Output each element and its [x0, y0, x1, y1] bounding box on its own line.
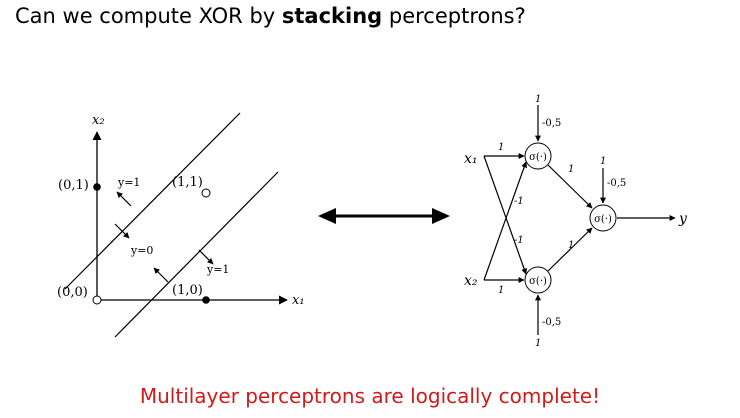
slide-title: Can we compute XOR by stacking perceptro…: [15, 4, 526, 28]
edge-x1-bottom: [483, 155, 528, 275]
label-1-1: (1,1): [172, 175, 203, 190]
title-prefix: Can we compute XOR by: [15, 4, 282, 28]
edge-bottom-output: [547, 227, 593, 272]
label-1-0: (1,0): [172, 283, 203, 298]
weight-top-output: 1: [568, 164, 574, 175]
input-x2-label: x₂: [464, 273, 478, 289]
bias-weight-top: -0,5: [542, 118, 561, 129]
y-axis-label: x₂: [92, 113, 105, 128]
perceptron-network: x₁ x₂ 1 -1 -1 1 σ(·) 1 -0,5 σ(·) -0,5 1 …: [464, 94, 688, 349]
title-bold: stacking: [281, 4, 383, 28]
bias-input-top: 1: [535, 94, 541, 105]
weight-bottom-output: 1: [568, 240, 574, 251]
output-y-label: y: [678, 211, 688, 227]
normal-arrow-lower-left: [153, 267, 169, 283]
point-1-0: [202, 296, 210, 304]
bias-weight-bottom: -0,5: [542, 317, 561, 328]
normal-arrow-lower-right: [198, 249, 214, 265]
region-label-middle: y=0: [130, 244, 153, 257]
weight-x2-top: -1: [514, 196, 524, 207]
label-0-1: (0,1): [58, 178, 89, 193]
weight-x1-top: 1: [498, 142, 504, 153]
point-0-0: [92, 295, 102, 305]
decision-line-lower: [114, 171, 279, 338]
weight-x2-bottom: 1: [498, 285, 504, 296]
x-axis-label: x₁: [292, 293, 305, 308]
edge-top-output: [547, 164, 593, 209]
edge-x2-top: [483, 161, 528, 281]
region-label-upper: y=1: [117, 176, 140, 189]
decision-line-upper: [64, 112, 241, 290]
output-neuron: [589, 204, 617, 232]
point-1-1: [201, 188, 211, 198]
xor-plot: x₂ x₁ (0,0) (0,1) (1,0) (1,1) y=1 y=0 y=…: [57, 112, 305, 338]
normal-arrow-upper-left: [116, 191, 132, 207]
slide-footer: Multilayer perceptrons are logically com…: [139, 384, 601, 408]
hidden-neuron-bottom: [524, 266, 552, 294]
normal-arrow-upper-right: [114, 223, 130, 239]
bias-input-bottom: 1: [535, 338, 541, 349]
weight-x1-bottom: -1: [514, 235, 524, 246]
hidden-neuron-top-label: σ(·): [529, 152, 547, 163]
point-0-1: [93, 183, 101, 191]
output-neuron-label: σ(·): [594, 214, 612, 225]
title-suffix: perceptrons?: [382, 4, 526, 28]
label-0-0: (0,0): [57, 285, 88, 300]
bias-input-output: 1: [600, 156, 606, 167]
hidden-neuron-top: [524, 142, 552, 170]
input-x1-label: x₁: [464, 151, 478, 167]
equivalence-arrow: [318, 208, 450, 224]
bias-weight-output: -0,5: [607, 178, 626, 189]
hidden-neuron-bottom-label: σ(·): [529, 276, 547, 287]
region-label-lower: y=1: [206, 263, 229, 276]
